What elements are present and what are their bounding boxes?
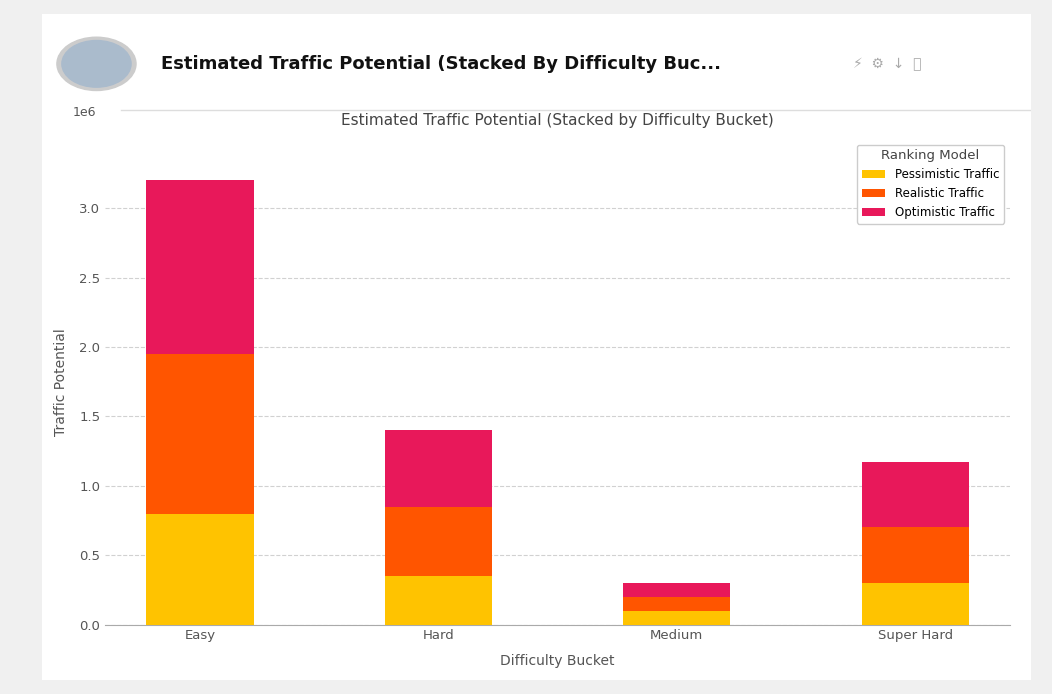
Text: Estimated Traffic Potential (Stacked By Difficulty Buc...: Estimated Traffic Potential (Stacked By … (161, 55, 721, 73)
Legend: Pessimistic Traffic, Realistic Traffic, Optimistic Traffic: Pessimistic Traffic, Realistic Traffic, … (857, 145, 1004, 224)
Bar (623, 597, 730, 611)
Bar (146, 354, 254, 514)
FancyBboxPatch shape (33, 7, 1040, 687)
Bar (862, 527, 969, 583)
Bar (385, 430, 492, 507)
Bar (146, 514, 254, 625)
Bar (146, 180, 254, 354)
Circle shape (62, 40, 132, 87)
Text: 1e6: 1e6 (73, 106, 96, 119)
Bar (623, 611, 730, 625)
Bar (623, 583, 730, 597)
Bar (862, 462, 969, 527)
Y-axis label: Traffic Potential: Traffic Potential (54, 328, 68, 436)
X-axis label: Difficulty Bucket: Difficulty Bucket (501, 654, 614, 668)
Bar (385, 507, 492, 576)
Bar (385, 576, 492, 625)
Title: Estimated Traffic Potential (Stacked by Difficulty Bucket): Estimated Traffic Potential (Stacked by … (341, 113, 774, 128)
Circle shape (57, 37, 136, 90)
Bar (862, 583, 969, 625)
Text: ⚡  ⚙  ↓  ⤢: ⚡ ⚙ ↓ ⤢ (853, 57, 922, 71)
